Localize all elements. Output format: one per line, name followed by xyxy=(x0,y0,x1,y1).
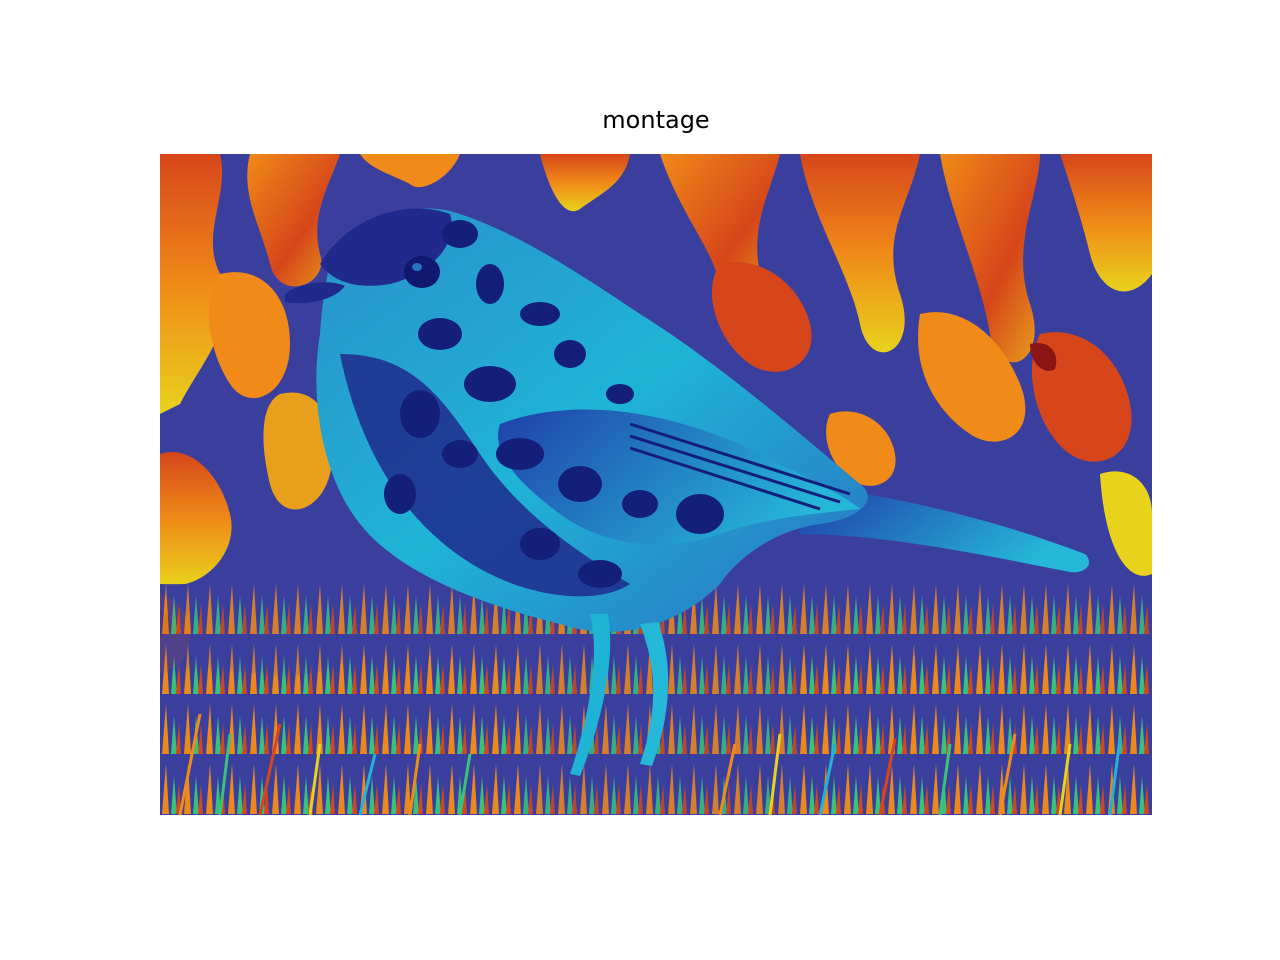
bird-eye xyxy=(404,256,440,288)
foreground-grass xyxy=(178,713,1122,815)
plot-title: montage xyxy=(602,106,710,134)
montage-image xyxy=(160,154,1152,815)
bird-silhouette xyxy=(285,208,1090,776)
